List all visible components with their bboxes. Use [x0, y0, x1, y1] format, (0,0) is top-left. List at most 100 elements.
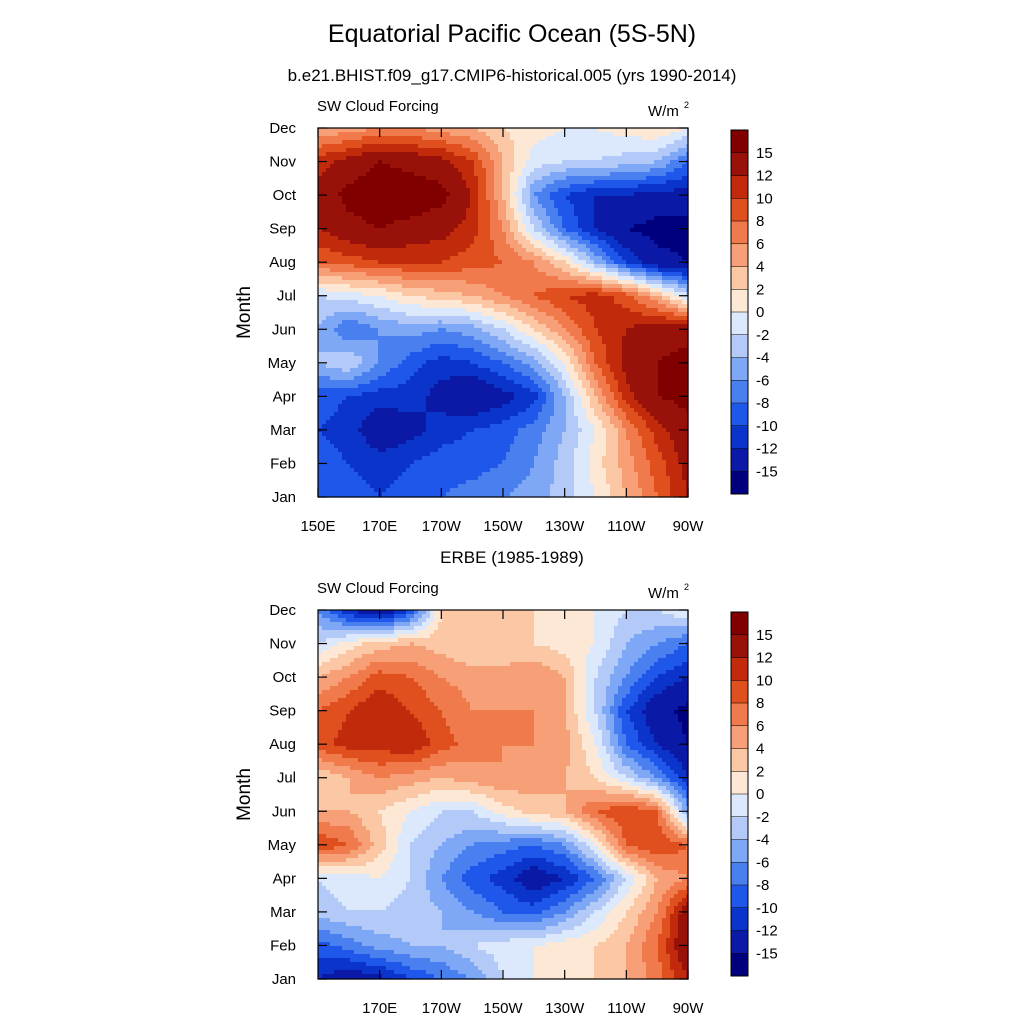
colorbar-box: [731, 243, 748, 267]
y-axis-label: Month: [234, 768, 255, 821]
y-tick-label: Aug: [269, 254, 296, 271]
colorbar-label: -12: [756, 923, 778, 940]
y-tick-label: Feb: [270, 937, 296, 954]
colorbar-label: 6: [756, 236, 764, 253]
x-tick-label: 170W: [422, 518, 462, 535]
colorbar-label: -15: [756, 463, 778, 480]
x-tick-label: 110W: [607, 518, 646, 535]
y-tick-label: Aug: [269, 736, 296, 753]
colorbar-box: [731, 471, 748, 495]
y-tick-label: May: [268, 837, 297, 854]
colorbar-box: [731, 794, 748, 818]
x-tick-label: 90W: [673, 1000, 705, 1017]
colorbar: -15 -12 -10 -8 -6 -4 -2 0 2 4 6 8 10 12 15: [730, 129, 778, 495]
y-tick-label: Oct: [273, 187, 297, 204]
y-tick-label: Feb: [270, 455, 296, 472]
y-axis-label: Month: [234, 286, 255, 339]
colorbar-label: 10: [756, 190, 773, 207]
y-tick-label: Jul: [277, 288, 296, 305]
colorbar-box: [731, 403, 748, 427]
y-tick-label: Jul: [277, 770, 296, 787]
colorbar-label: 2: [756, 763, 764, 780]
x-tick-label: 170E: [362, 1000, 397, 1017]
panel-2: Jan Feb Mar Apr May Jun Jul Aug Sep Oct Nov Dec 170E…: [234, 580, 778, 1017]
x-tick-label: 170W: [422, 1000, 462, 1017]
colorbar-label: -6: [756, 854, 769, 871]
y-tick-label: Oct: [273, 669, 297, 686]
colorbar-label: 8: [756, 213, 764, 230]
units-superscript: 2: [684, 582, 689, 592]
colorbar-label: -10: [756, 900, 778, 917]
colorbar-box: [731, 839, 748, 863]
colorbar-box: [731, 289, 748, 313]
colorbar-label: 8: [756, 695, 764, 712]
x-tick-label: 130W: [545, 1000, 585, 1017]
contour-field: [318, 610, 689, 980]
colorbar-box: [731, 312, 748, 336]
colorbar-box: [731, 198, 748, 222]
colorbar-box: [731, 130, 748, 154]
y-tick-label: Nov: [269, 636, 296, 653]
colorbar-box: [731, 221, 748, 245]
x-tick-label: 90W: [673, 518, 705, 535]
colorbar-box: [731, 680, 748, 704]
contour-field: [318, 128, 689, 498]
colorbar-label: -4: [756, 350, 769, 367]
colorbar-label: -6: [756, 372, 769, 389]
y-tick-label: Apr: [273, 388, 296, 405]
colorbar-box: [731, 425, 748, 449]
colorbar-label: -10: [756, 418, 778, 435]
colorbar-label: 6: [756, 718, 764, 735]
colorbar-label: -2: [756, 327, 769, 344]
colorbar-label: 4: [756, 259, 764, 276]
x-tick-label: 110W: [607, 1000, 646, 1017]
y-tick-label: Jun: [272, 803, 296, 820]
colorbar-label: 10: [756, 672, 773, 689]
x-tick-label: 150W: [483, 1000, 523, 1017]
colorbar-box: [731, 634, 748, 658]
y-tick-label: Sep: [269, 703, 296, 720]
colorbar-box: [731, 448, 748, 472]
colorbar-label: -8: [756, 877, 769, 894]
y-tick-label: Mar: [270, 422, 296, 439]
y-tick-label: Nov: [269, 154, 296, 171]
colorbar-box: [731, 657, 748, 681]
colorbar-box: [731, 175, 748, 199]
colorbar-label: 0: [756, 786, 764, 803]
x-tick-label: 130W: [545, 518, 585, 535]
y-tick-label: Apr: [273, 870, 296, 887]
units-label: W/m: [648, 585, 679, 602]
colorbar-box: [731, 748, 748, 772]
colorbar-box: [731, 771, 748, 795]
y-tick-label: Jan: [272, 489, 296, 506]
y-tick-label: Mar: [270, 904, 296, 921]
colorbar-label: 15: [756, 627, 773, 644]
colorbar-box: [731, 612, 748, 636]
colorbar: -15 -12 -10 -8 -6 -4 -2 0 2 4 6 8 10 12 15: [730, 611, 778, 977]
colorbar-label: -2: [756, 809, 769, 826]
colorbar-box: [731, 930, 748, 954]
colorbar-box: [731, 152, 748, 176]
colorbar-box: [731, 953, 748, 977]
colorbar-label: 15: [756, 145, 773, 162]
colorbar-label: -15: [756, 945, 778, 962]
colorbar-box: [731, 266, 748, 290]
colorbar-label: 12: [756, 650, 773, 667]
y-tick-label: Dec: [269, 120, 296, 137]
panel2-title: ERBE (1985-1989): [440, 548, 584, 567]
colorbar-label: 4: [756, 741, 764, 758]
colorbar-label: 2: [756, 281, 764, 298]
y-tick-label: Sep: [269, 221, 296, 238]
main-title: Equatorial Pacific Ocean (5S-5N): [327, 20, 697, 48]
colorbar-label: 12: [756, 168, 773, 185]
y-tick-label: Jan: [272, 971, 296, 988]
colorbar-box: [731, 907, 748, 931]
colorbar-box: [731, 357, 748, 381]
y-tick-label: Jun: [272, 321, 296, 338]
colorbar-box: [731, 334, 748, 358]
panel1-title: b.e21.BHIST.f09_g17.CMIP6-historical.005…: [287, 66, 737, 85]
panel-1: Jan Feb Mar Apr May Jun Jul Aug Sep Oct Nov Dec 150E…: [234, 98, 778, 535]
y-tick-label: Dec: [269, 602, 296, 619]
variable-label: SW Cloud Forcing: [317, 98, 439, 115]
colorbar-box: [731, 885, 748, 909]
